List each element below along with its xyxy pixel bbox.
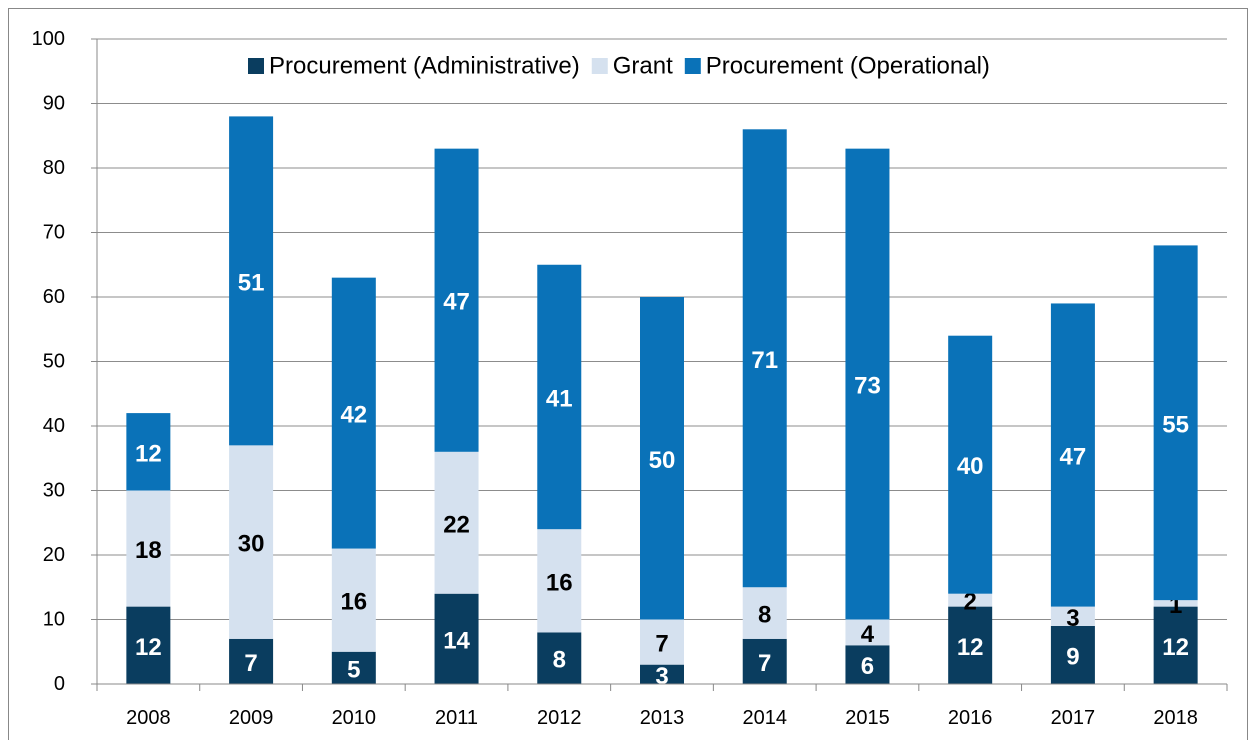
data-label: 7 [655, 631, 668, 658]
data-label: 16 [546, 569, 573, 596]
legend-swatch [248, 58, 264, 74]
bar-segment [948, 606, 993, 684]
data-label: 73 [854, 373, 881, 400]
bar-segment [537, 529, 582, 633]
x-tick-label: 2012 [537, 707, 582, 729]
data-label: 12 [957, 634, 984, 661]
y-tick-label: 60 [43, 286, 65, 308]
bar-segment [742, 129, 787, 588]
data-label: 40 [957, 453, 984, 480]
bar-segment [845, 645, 890, 684]
x-tick-label: 2013 [640, 707, 685, 729]
bar-segment [126, 606, 171, 684]
data-label: 14 [443, 627, 470, 654]
y-tick-label: 20 [43, 544, 65, 566]
bar-segment [537, 264, 582, 530]
y-tick-label: 70 [43, 222, 65, 244]
data-label: 30 [238, 531, 265, 558]
bar-segment [1153, 245, 1198, 601]
y-tick-label: 90 [43, 93, 65, 115]
y-tick-label: 50 [43, 351, 65, 373]
y-tick-label: 80 [43, 157, 65, 179]
bar-segment [1050, 303, 1095, 607]
bar-segment [1153, 606, 1198, 684]
y-tick-label: 40 [43, 415, 65, 437]
data-label: 16 [340, 589, 367, 616]
data-label: 5 [347, 656, 360, 683]
legend-label: Grant [613, 53, 673, 80]
x-tick-label: 2017 [1051, 707, 1096, 729]
x-tick-label: 2016 [948, 707, 993, 729]
bar-segment [742, 587, 787, 639]
bar-segment [640, 619, 684, 665]
x-tick-label: 2010 [332, 707, 377, 729]
y-tick-label: 0 [54, 673, 65, 695]
bar-segment [742, 638, 787, 684]
bar-segment [948, 593, 993, 607]
data-label: 3 [1066, 605, 1079, 632]
data-label: 55 [1162, 411, 1189, 438]
bar-segment [331, 277, 376, 549]
data-label: 50 [649, 447, 676, 474]
data-label: 6 [861, 653, 874, 680]
x-tick-label: 2011 [435, 707, 478, 729]
y-tick-label: 30 [43, 480, 65, 502]
bar-segment [640, 664, 684, 684]
data-label: 18 [135, 537, 162, 564]
data-label: 12 [135, 440, 162, 467]
x-tick-label: 2014 [742, 707, 787, 729]
bar-segment [126, 490, 171, 607]
bar-segment [1050, 625, 1095, 684]
data-label: 71 [751, 347, 778, 374]
data-label: 22 [443, 511, 470, 538]
bar-segment [434, 148, 479, 452]
x-tick-label: 2008 [126, 707, 171, 729]
data-label: 47 [443, 289, 470, 316]
y-tick-label: 100 [32, 28, 65, 50]
legend-label: Procurement (Administrative) [269, 53, 580, 80]
x-tick-label: 2018 [1153, 707, 1198, 729]
bar-segment [434, 451, 479, 594]
bar-segment [537, 632, 582, 684]
bar-segment [948, 335, 993, 594]
y-tick-label: 10 [43, 609, 65, 631]
bar-segment [434, 593, 479, 684]
bar-segment [229, 116, 274, 446]
data-label: 51 [238, 269, 265, 296]
bar-segment [845, 619, 890, 646]
data-label: 4 [861, 621, 875, 648]
data-label: 8 [553, 647, 566, 674]
bar-segment [331, 548, 376, 652]
legend-label: Procurement (Operational) [706, 53, 990, 80]
chart-border [8, 8, 1248, 740]
x-tick-label: 2009 [229, 707, 274, 729]
data-label: 42 [340, 402, 367, 429]
data-label: 7 [758, 650, 771, 677]
bar-segment [845, 148, 890, 620]
bar-segment [331, 651, 376, 684]
data-label: 47 [1060, 444, 1087, 471]
data-label: 9 [1066, 643, 1079, 670]
legend-swatch [684, 58, 701, 74]
data-label: 12 [135, 634, 162, 661]
data-label: 3 [655, 663, 668, 690]
legend-swatch [591, 58, 608, 74]
bar-segment [229, 638, 274, 684]
bar-segment [229, 445, 274, 639]
data-label: 12 [1162, 634, 1189, 661]
bar-segment [1050, 606, 1095, 626]
data-label: 41 [546, 385, 573, 412]
bar-segment [126, 413, 171, 491]
bar-segment [1153, 600, 1198, 607]
data-label: 2 [964, 589, 977, 616]
x-tick-label: 2015 [845, 707, 890, 729]
data-label: 7 [244, 650, 257, 677]
bar-segment [640, 297, 684, 620]
data-label: 8 [758, 602, 771, 629]
